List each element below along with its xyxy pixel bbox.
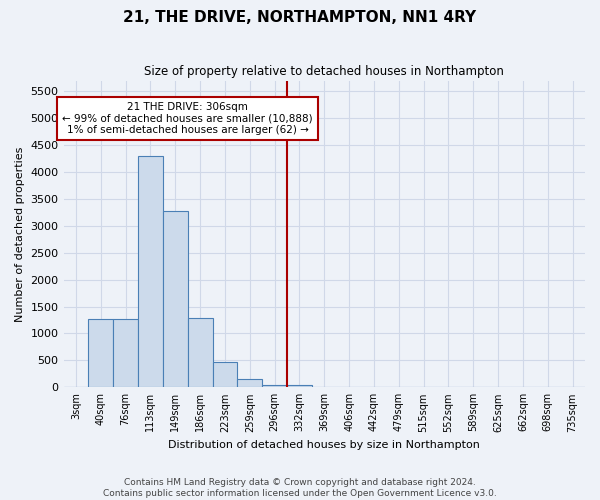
Title: Size of property relative to detached houses in Northampton: Size of property relative to detached ho… <box>145 65 504 78</box>
X-axis label: Distribution of detached houses by size in Northampton: Distribution of detached houses by size … <box>169 440 480 450</box>
Y-axis label: Number of detached properties: Number of detached properties <box>15 146 25 322</box>
Text: 21 THE DRIVE: 306sqm
← 99% of detached houses are smaller (10,888)
1% of semi-de: 21 THE DRIVE: 306sqm ← 99% of detached h… <box>62 102 313 136</box>
Bar <box>262 384 287 388</box>
Text: Contains HM Land Registry data © Crown copyright and database right 2024.
Contai: Contains HM Land Registry data © Crown c… <box>103 478 497 498</box>
Text: 21, THE DRIVE, NORTHAMPTON, NN1 4RY: 21, THE DRIVE, NORTHAMPTON, NN1 4RY <box>124 10 476 25</box>
Bar <box>238 379 262 388</box>
Bar <box>287 384 312 388</box>
Bar <box>113 319 138 388</box>
Bar <box>88 319 113 388</box>
Bar <box>212 362 238 388</box>
Bar <box>163 211 188 388</box>
Bar <box>138 156 163 388</box>
Bar <box>188 318 212 388</box>
